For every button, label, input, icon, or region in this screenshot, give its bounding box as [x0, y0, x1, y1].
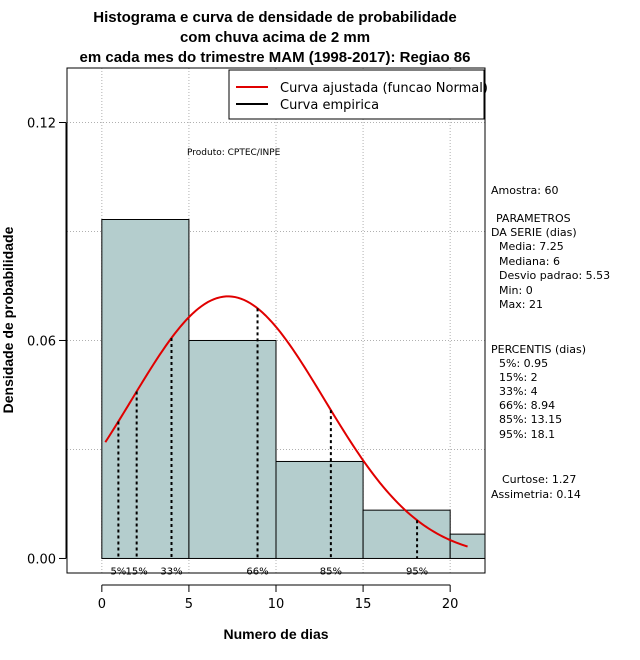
- percentile-label-5: 95%: [406, 566, 428, 577]
- normal-curve-layer: [104, 295, 468, 548]
- y-axis-title: Densidade de probabilidade: [0, 226, 16, 413]
- histogram-bar-2: [275, 460, 364, 559]
- legend-label-empirical: Curva empirica: [280, 98, 379, 113]
- percentis-header: PERCENTIS (dias): [491, 343, 586, 356]
- legend: Curva ajustada (funcao Normal) Curva emp…: [228, 69, 488, 120]
- param-min: Min: 0: [499, 284, 533, 297]
- percentil-95: 95%: 18.1: [499, 428, 555, 441]
- y-axis: 0.00 0.06 0.12: [27, 116, 67, 567]
- params-subheader: DA SERIE (dias): [491, 226, 577, 239]
- param-max: Max: 21: [499, 298, 543, 311]
- percentile-label-4: 85%: [320, 566, 342, 577]
- stats-panel: Amostra: 60 PARAMETROS DA SERIE (dias) M…: [491, 184, 610, 501]
- percentile-lines: 5% 15% 33% 66% 85% 95%: [110, 308, 428, 577]
- x-axis-title: Numero de dias: [223, 626, 328, 642]
- percentile-label-1: 15%: [126, 566, 148, 577]
- sample-size: Amostra: 60: [491, 184, 558, 197]
- product-note: Produto: CPTEC/INPE: [187, 148, 281, 158]
- legend-label-normal: Curva ajustada (funcao Normal): [280, 81, 488, 96]
- percentil-85: 85%: 13.15: [499, 413, 562, 426]
- percentile-label-2: 33%: [160, 566, 182, 577]
- kurtosis: Curtose: 1.27: [502, 473, 576, 486]
- param-median: Mediana: 6: [499, 255, 560, 268]
- chart-title-line-1: Histograma e curva de densidade de proba…: [93, 9, 456, 26]
- chart-title-line-3: em cada mes do trimestre MAM (1998-2017)…: [80, 49, 471, 66]
- histogram-bar-1: [188, 339, 277, 559]
- x-tick-label-1: 5: [185, 597, 193, 612]
- legend-box: [228, 69, 485, 120]
- histogram-bar-0: [101, 219, 190, 559]
- normal-density-curve: [104, 295, 468, 548]
- chart-title-line-2: com chuva acima de 2 mm: [180, 29, 370, 46]
- x-tick-label-0: 0: [98, 597, 106, 612]
- x-tick-label-4: 20: [442, 597, 459, 612]
- plot-frame: [66, 67, 486, 574]
- x-tick-label-2: 10: [268, 597, 285, 612]
- percentile-label-0: 5%: [110, 566, 126, 577]
- y-tick-label-1: 0.06: [27, 334, 56, 349]
- param-stddev: Desvio padrao: 5.53: [499, 269, 610, 282]
- percentil-66: 66%: 8.94: [499, 399, 555, 412]
- percentil-15: 15%: 2: [499, 371, 538, 384]
- params-header: PARAMETROS: [496, 212, 571, 225]
- percentil-5: 5%: 0.95: [499, 357, 548, 370]
- percentil-33: 33%: 4: [499, 385, 538, 398]
- histogram-bars: [101, 219, 486, 559]
- y-tick-label-0: 0.00: [27, 552, 56, 567]
- x-axis: 0 5 10 15 20: [98, 584, 459, 612]
- y-tick-label-2: 0.12: [27, 116, 56, 131]
- param-mean: Media: 7.25: [499, 240, 564, 253]
- percentile-label-3: 66%: [246, 566, 268, 577]
- skewness: Assimetria: 0.14: [491, 488, 581, 501]
- x-tick-label-3: 15: [355, 597, 372, 612]
